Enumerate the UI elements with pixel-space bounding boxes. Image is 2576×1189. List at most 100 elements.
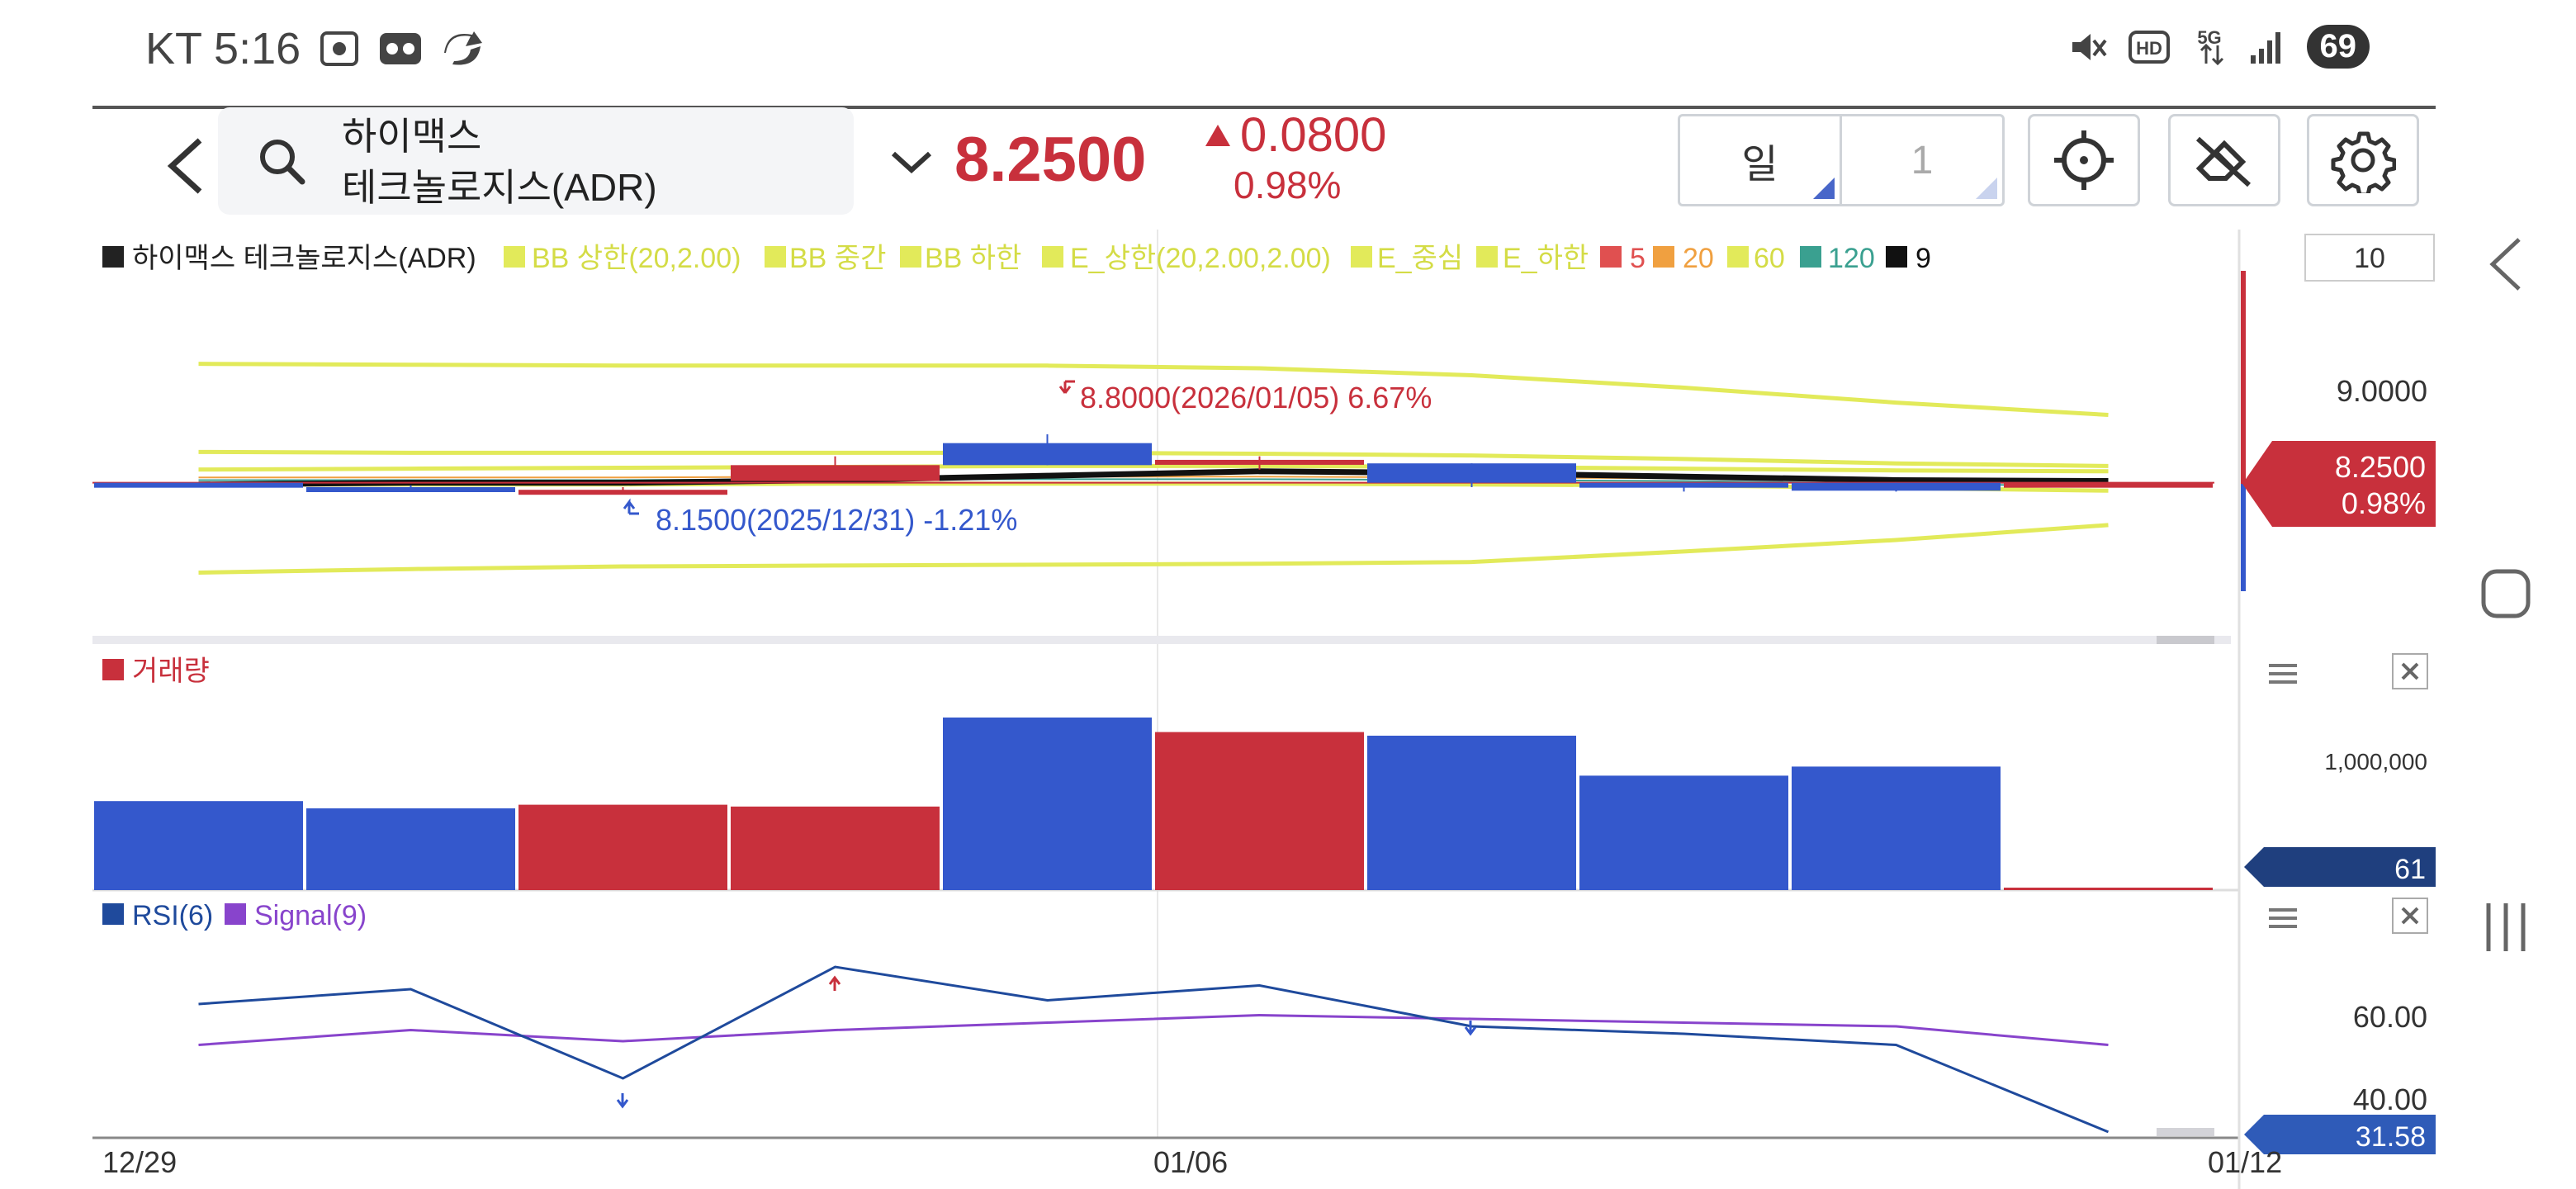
corner-dropdown-icon <box>1813 178 1835 199</box>
crosshair-button[interactable] <box>2028 114 2140 206</box>
arrow-down-icon <box>1058 380 1075 394</box>
candle-body <box>731 465 940 481</box>
period-unit-label: 일 <box>1741 143 1778 187</box>
rsi-line <box>198 965 2110 1134</box>
system-navigation-bar <box>2436 0 2576 1189</box>
volume-panel-close[interactable] <box>2392 653 2428 689</box>
x-axis-label-end: 01/12 <box>2208 1145 2282 1179</box>
back-button[interactable] <box>150 129 225 203</box>
price-change: 0.0800 0.98% <box>1204 107 1386 207</box>
stock-search-box[interactable]: 하이맥스 테크놀로지스(ADR) <box>218 107 932 215</box>
volume-panel-menu[interactable] <box>2269 664 2297 684</box>
corner-dropdown-icon <box>1976 178 1997 199</box>
carrier-time: KT 5:16 <box>145 24 301 73</box>
high-annotation: 8.8000(2026/01/05) 6.67% <box>1058 380 1432 414</box>
period-selector: 일 1 <box>1678 114 2005 206</box>
legend-env-mid: E_중심 <box>1377 243 1463 274</box>
legend-ma120: 120 <box>1828 243 1875 274</box>
eraser-button[interactable] <box>2168 114 2280 206</box>
chevron-down-icon[interactable] <box>888 140 935 186</box>
stock-name-line2: 테크놀로지스(ADR) <box>342 166 657 209</box>
chart-background <box>92 230 2436 1189</box>
volume-bars <box>94 718 2213 890</box>
rsi-current-tag <box>2244 1115 2436 1154</box>
stock-header: 하이맥스 테크놀로지스(ADR) 8.2500 0.0800 0.98% 일 1 <box>92 107 2436 228</box>
volume-bar <box>1579 775 1788 890</box>
rsi-markers <box>616 975 1477 1109</box>
candle-body <box>1792 482 2001 491</box>
rsi-axis-label-40: 40.00 <box>2353 1082 2427 1116</box>
volume-current-tag-value: 61 <box>2394 854 2426 885</box>
legend-swatch <box>102 246 124 268</box>
candle-body <box>2004 482 2213 488</box>
gear-icon <box>2331 131 2396 193</box>
volume-bar <box>1792 766 2001 890</box>
legend-swatch <box>1476 246 1498 268</box>
change-percent: 0.98% <box>1234 163 1342 206</box>
legend-stock: 하이맥스 테크놀로지스(ADR) <box>132 243 476 274</box>
legend-swatch <box>1727 246 1749 268</box>
volume-current-tag <box>2244 847 2436 887</box>
nav-recents-button[interactable] <box>2436 898 2576 956</box>
legend-swatch <box>1351 246 1372 268</box>
legend-swatch <box>1800 246 1821 268</box>
signal-icon <box>2250 31 2280 64</box>
stock-chart[interactable]: 하이맥스 테크놀로지스(ADR) BB 상한(20,2.00) BB 중간 BB… <box>92 230 2436 1189</box>
status-bar: KT 5:16 HD 5G 69 <box>0 0 2436 99</box>
eraser-icon <box>2195 136 2252 187</box>
legend-swatch <box>1653 246 1674 268</box>
candle-body <box>1367 463 1576 483</box>
x-axis-label-mid: 01/06 <box>1153 1145 1228 1179</box>
range-bar-up <box>2241 271 2246 484</box>
legend-swatch <box>225 903 246 925</box>
candlesticks[interactable] <box>94 434 2213 495</box>
nav-back-button[interactable] <box>2436 231 2576 297</box>
5g-icon: 5G <box>2197 27 2223 65</box>
period-count-button[interactable]: 1 <box>1842 116 2002 204</box>
chart-area[interactable]: 하이맥스 테크놀로지스(ADR) BB 상한(20,2.00) BB 중간 BB… <box>92 230 2436 1189</box>
panel-resize-handle[interactable] <box>2157 636 2214 644</box>
crosshair-icon <box>2054 130 2114 190</box>
rsi-panel-close[interactable] <box>2392 898 2428 934</box>
legend-bb-mid: BB 중간 <box>789 243 886 274</box>
arrow-up-icon <box>828 975 841 991</box>
period-count-label: 1 <box>1911 138 1934 182</box>
panel-resize-handle[interactable] <box>2157 1128 2214 1136</box>
rsi-panel-menu[interactable] <box>2269 908 2297 928</box>
volume-bar <box>1155 732 1364 890</box>
screenshot-icon <box>320 31 359 66</box>
search-icon <box>253 132 310 194</box>
candle-body <box>1155 459 1364 465</box>
current-price-tag-pct: 0.98% <box>2342 486 2426 520</box>
svg-text:HD: HD <box>2136 38 2162 59</box>
volume-axis-label: 1,000,000 <box>2324 749 2427 775</box>
voicemail-icon <box>380 33 422 64</box>
candle-body <box>519 490 727 495</box>
legend-env-lower: E_하한 <box>1503 243 1589 274</box>
low-annotation-text: 8.1500(2025/12/31) -1.21% <box>656 503 1017 537</box>
nav-home-button[interactable] <box>2436 565 2576 623</box>
volume-bar <box>2004 888 2213 890</box>
arrow-down-icon <box>1464 1021 1477 1036</box>
rsi-lines <box>198 965 2110 1134</box>
period-unit-button[interactable]: 일 <box>1680 116 1842 204</box>
legend-ma20: 20 <box>1683 243 1714 274</box>
candle-body <box>306 487 515 492</box>
close-icon-box <box>2392 653 2428 689</box>
close-icon <box>2401 907 2419 925</box>
panel-separator <box>92 636 2231 644</box>
legend-swatch <box>1042 246 1063 268</box>
band-line-bb-lower <box>198 523 2109 575</box>
legend-swatch <box>900 246 921 268</box>
change-amount-row: 0.0800 <box>1204 107 1386 163</box>
triangle-up-icon <box>1205 124 1230 146</box>
price-legend: 하이맥스 테크놀로지스(ADR) BB 상한(20,2.00) BB 중간 BB… <box>102 243 1931 274</box>
volume-bar <box>1367 736 1576 890</box>
legend-swatch <box>504 246 525 268</box>
svg-text:5G: 5G <box>2197 27 2221 48</box>
period-count-box[interactable] <box>2304 234 2435 282</box>
volume-legend: 거래량 <box>132 656 210 687</box>
settings-button[interactable] <box>2307 114 2419 206</box>
signal-line <box>198 1013 2109 1046</box>
low-annotation: 8.1500(2025/12/31) -1.21% <box>623 498 1017 537</box>
